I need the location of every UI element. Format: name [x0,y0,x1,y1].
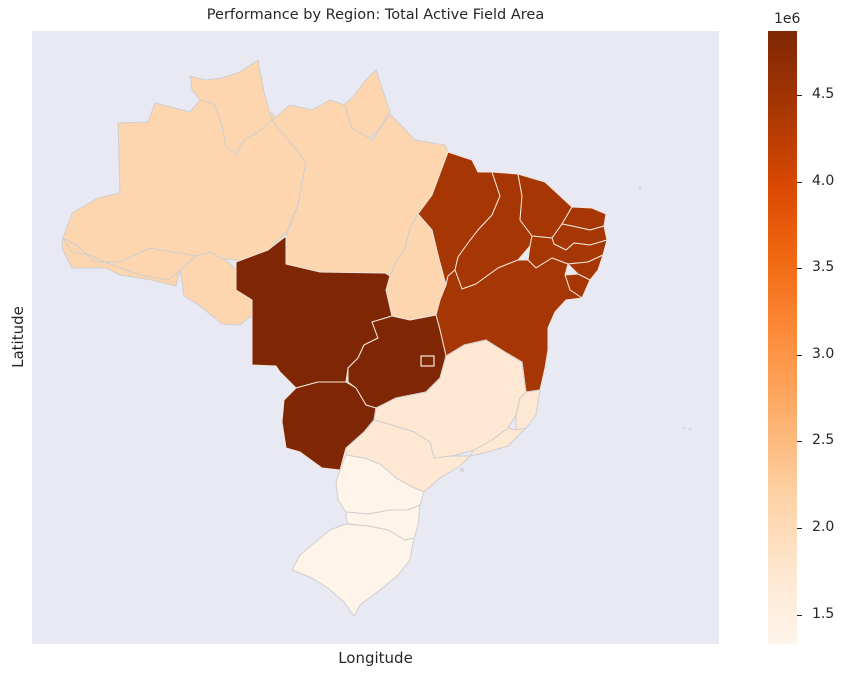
colorbar-tick-mark [797,354,802,356]
colorbar-tick-label: 3.0 [812,345,835,362]
island-4 [459,467,465,473]
chart-title: Performance by Region: Total Active Fiel… [206,7,545,23]
colorbar-tick-mark [797,268,802,270]
state-rr [189,59,273,156]
colorbar-tick-mark [797,527,802,529]
colorbar-tick-label: 2.0 [812,518,835,535]
state-df [420,355,435,367]
colorbar-tick-label: 1.5 [812,605,835,622]
state-rj [469,427,527,457]
colorbar-exponent-label: 1e6 [774,11,801,27]
colorbar [768,31,797,644]
colorbar-tick-label: 4.0 [812,172,835,189]
colorbar-tick-mark [797,181,802,183]
colorbar-tick-label: 3.5 [812,259,835,276]
x-axis-label: Longitude [338,649,413,667]
state-rs [291,523,415,617]
y-axis-label: Latitude [9,306,27,368]
colorbar-tick-mark [797,95,802,97]
island-3 [688,427,692,431]
colorbar-tick-mark [797,614,802,616]
colorbar-tick-label: 2.5 [812,432,835,449]
island-1 [638,186,642,190]
colorbar-tick-mark [797,441,802,443]
colorbar-tick-label: 4.5 [812,86,835,103]
island-2 [682,426,686,430]
state-sp [345,419,471,493]
